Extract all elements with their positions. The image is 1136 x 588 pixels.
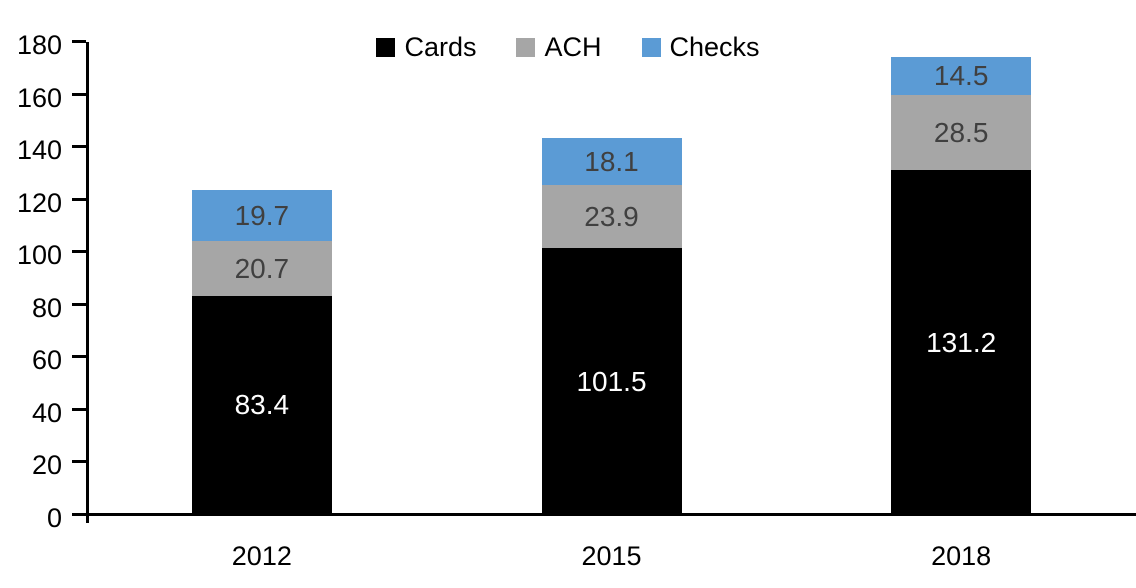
y-axis-tick (72, 145, 86, 149)
y-axis-tick-label: 160 (16, 82, 62, 113)
legend-swatch-icon (641, 37, 661, 57)
legend-item-cards: Cards (376, 31, 477, 62)
bar-value-label: 19.7 (234, 199, 290, 231)
bar-value-label: 83.4 (234, 389, 290, 421)
legend-swatch-icon (376, 37, 396, 57)
chart-legend: Cards ACH Checks (0, 32, 1136, 62)
bar-segment-checks-2018: 14.5 (891, 57, 1032, 96)
y-axis-tick (72, 250, 86, 254)
bar-segment-cards-2012: 83.4 (191, 295, 332, 515)
bar-value-label: 131.2 (926, 326, 997, 358)
bar-segment-checks-2012: 19.7 (191, 189, 332, 242)
bar-segment-ach-2015: 23.9 (541, 185, 682, 249)
legend-swatch-icon (516, 37, 536, 57)
x-axis-category-label: 2015 (581, 541, 642, 571)
y-axis (86, 42, 89, 515)
legend-label: ACH (544, 31, 602, 62)
bar-value-label: 28.5 (933, 116, 989, 148)
y-axis-tick (72, 40, 86, 43)
y-axis-tick-label: 60 (31, 345, 62, 376)
x-axis-category-label: 2012 (231, 541, 292, 571)
y-axis-tick-label: 20 (31, 450, 62, 481)
y-axis-tick-label: 0 (46, 503, 62, 533)
legend-label: Cards (404, 31, 477, 62)
y-axis-tick (72, 92, 86, 96)
bar-segment-checks-2015: 18.1 (541, 137, 682, 186)
legend-item-checks: Checks (641, 31, 760, 62)
bar-value-label: 23.9 (584, 200, 639, 232)
bar-value-label: 20.7 (234, 252, 290, 284)
bar-value-label: 101.5 (576, 365, 647, 397)
x-axis-origin-tick (86, 515, 89, 523)
legend-item-ach: ACH (516, 31, 602, 62)
y-axis-tick-label: 40 (31, 397, 62, 428)
bar-segment-cards-2018: 131.2 (891, 170, 1032, 515)
bar-segment-ach-2012: 20.7 (191, 241, 332, 296)
y-axis-tick (72, 407, 86, 411)
bar-value-label: 18.1 (584, 145, 639, 177)
bar-segment-ach-2018: 28.5 (891, 95, 1032, 171)
y-axis-tick-label: 140 (16, 135, 62, 166)
bar-segment-cards-2015: 101.5 (541, 248, 682, 515)
y-axis-tick (72, 513, 86, 516)
y-axis-tick-label: 80 (31, 292, 62, 323)
y-axis-tick (72, 460, 86, 464)
bar-value-label: 14.5 (933, 60, 989, 92)
legend-label: Checks (669, 31, 760, 62)
y-axis-tick-label: 180 (16, 30, 62, 60)
y-axis-tick (72, 302, 86, 306)
y-axis-tick-label: 100 (16, 240, 62, 271)
x-axis-category-label: 2018 (931, 541, 992, 571)
y-axis-tick (72, 355, 86, 359)
y-axis-tick-label: 120 (16, 187, 62, 218)
y-axis-tick (72, 197, 86, 201)
